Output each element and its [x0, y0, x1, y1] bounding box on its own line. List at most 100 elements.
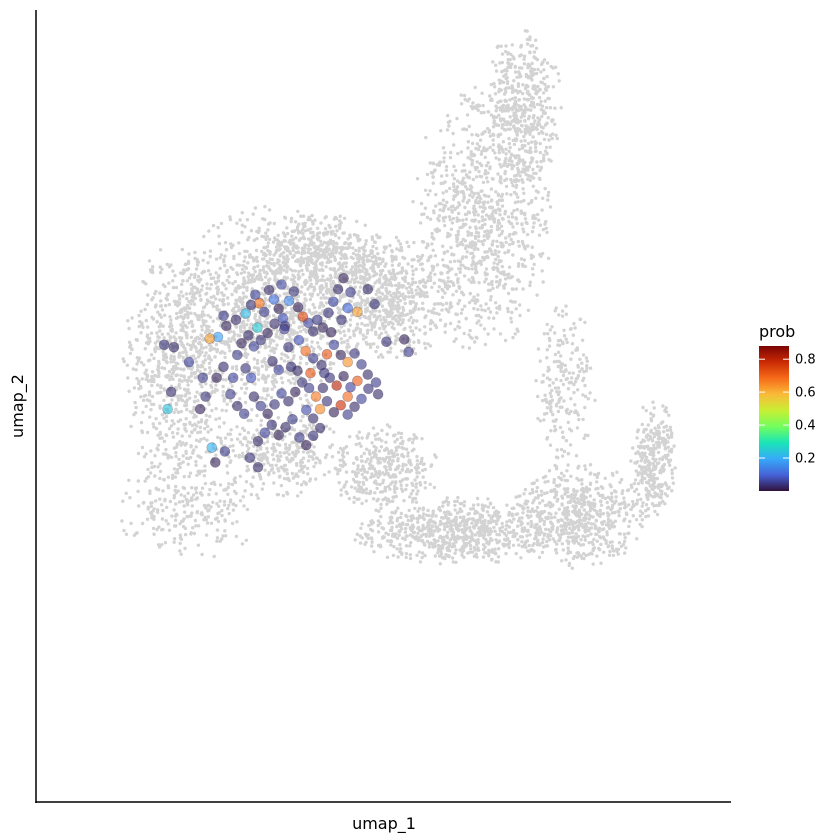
- background-cell-point: [354, 248, 358, 253]
- background-cell-point: [174, 407, 178, 411]
- background-cell-point: [317, 352, 321, 357]
- background-cell-point: [441, 198, 446, 202]
- background-cell-point: [174, 386, 178, 390]
- background-cell-point: [405, 514, 409, 519]
- background-cell-point: [206, 261, 210, 265]
- background-cell-point: [143, 347, 147, 351]
- background-cell-point: [536, 123, 541, 127]
- background-cell-point: [529, 122, 533, 127]
- background-cell-point: [509, 177, 513, 182]
- background-cell-point: [127, 340, 132, 344]
- background-cell-point: [378, 521, 382, 526]
- background-cell-point: [225, 278, 229, 282]
- background-cell-point: [491, 125, 496, 129]
- background-cell-point: [457, 528, 461, 532]
- background-cell-point: [494, 123, 499, 127]
- background-cell-point: [384, 531, 388, 535]
- background-cell-point: [330, 288, 334, 293]
- background-cell-point: [210, 301, 215, 306]
- background-cell-point: [441, 500, 445, 505]
- background-cell-point: [230, 384, 234, 388]
- background-cell-point: [233, 279, 237, 284]
- background-cell-point: [508, 232, 512, 237]
- background-cell-point: [378, 280, 382, 285]
- background-cell-point: [382, 250, 386, 254]
- background-cell-point: [497, 547, 501, 551]
- background-cell-point: [476, 503, 480, 507]
- background-cell-point: [259, 320, 263, 324]
- background-cell-point: [244, 266, 249, 270]
- background-cell-point: [458, 270, 462, 274]
- background-cell-point: [508, 57, 512, 62]
- background-cell-point: [533, 119, 537, 123]
- background-cell-point: [311, 302, 315, 307]
- background-cell-point: [173, 302, 178, 307]
- background-cell-point: [221, 303, 225, 307]
- background-cell-point: [446, 113, 450, 118]
- background-cell-point: [444, 499, 449, 503]
- background-cell-point: [524, 540, 528, 544]
- background-cell-point: [153, 474, 157, 478]
- background-cell-point: [467, 333, 471, 337]
- background-cell-point: [474, 267, 478, 271]
- background-cell-point: [298, 361, 302, 365]
- background-cell-point: [519, 115, 523, 119]
- background-cell-point: [364, 335, 368, 339]
- background-cell-point: [174, 331, 178, 335]
- background-cell-point: [436, 289, 440, 294]
- background-cell-point: [205, 291, 209, 295]
- background-cell-point: [532, 221, 536, 225]
- background-cell-point: [484, 277, 488, 281]
- background-cell-point: [299, 290, 303, 294]
- background-cell-point: [420, 293, 424, 297]
- background-cell-point: [458, 260, 463, 264]
- background-cell-point: [512, 102, 517, 106]
- background-cell-point: [498, 213, 502, 217]
- background-cell-point: [470, 550, 475, 554]
- background-cell-point: [510, 62, 514, 66]
- background-cell-point: [525, 37, 530, 42]
- background-cell-point: [441, 303, 445, 307]
- background-cell-point: [284, 292, 288, 296]
- background-cell-point: [429, 541, 433, 546]
- background-cell-point: [149, 353, 154, 357]
- background-cell-point: [505, 192, 509, 196]
- background-cell-point: [452, 164, 456, 169]
- background-cell-point: [171, 269, 175, 273]
- background-cell-point: [631, 499, 635, 504]
- background-cell-point: [454, 312, 458, 316]
- background-cell-point: [556, 72, 560, 76]
- background-cell-point: [417, 506, 422, 511]
- background-cell-point: [471, 101, 475, 105]
- background-cell-point: [383, 280, 388, 284]
- background-cell-point: [188, 420, 192, 425]
- background-cell-point: [506, 248, 511, 253]
- background-cell-point: [143, 307, 147, 312]
- background-cell-point: [264, 270, 268, 274]
- background-cell-point: [448, 303, 453, 307]
- background-cell-point: [125, 363, 130, 367]
- background-cell-point: [289, 216, 294, 221]
- background-cell-point: [295, 282, 299, 287]
- background-cell-point: [157, 359, 161, 364]
- background-cell-point: [181, 454, 185, 458]
- background-cell-point: [416, 254, 420, 259]
- background-cell-point: [396, 296, 400, 301]
- background-cell-point: [165, 262, 169, 266]
- background-cell-point: [623, 551, 627, 555]
- background-cell-point: [372, 269, 377, 274]
- background-cell-point: [285, 310, 289, 315]
- background-cell-point: [522, 543, 527, 547]
- background-cell-point: [135, 376, 139, 381]
- background-cell-point: [538, 88, 542, 92]
- background-cell-point: [503, 171, 507, 176]
- background-cell-point: [538, 150, 543, 155]
- background-cell-point: [447, 215, 452, 219]
- background-cell-point: [488, 527, 492, 531]
- background-cell-point: [536, 164, 540, 169]
- background-cell-point: [181, 441, 185, 445]
- background-cell-point: [535, 478, 539, 482]
- background-cell-point: [264, 380, 268, 384]
- background-cell-point: [252, 365, 257, 370]
- background-cell-point: [564, 558, 568, 562]
